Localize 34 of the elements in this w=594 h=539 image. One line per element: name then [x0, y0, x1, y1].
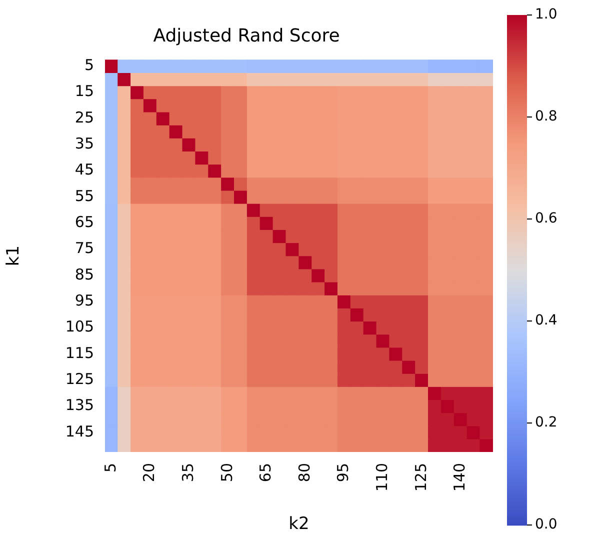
- y-tick-label: 125: [65, 370, 94, 388]
- x-tick-label: 5: [101, 463, 120, 473]
- y-tick-label: 55: [74, 186, 94, 205]
- y-tick-label: 5: [84, 56, 94, 74]
- y-tick-label: 75: [74, 239, 94, 258]
- y-tick-label: 135: [65, 396, 94, 414]
- color-bar-label: 0.8: [535, 108, 558, 125]
- y-tick-label: 85: [74, 265, 94, 284]
- color-bar-label: 1.0: [535, 6, 558, 23]
- x-tick-label: 20: [140, 463, 158, 482]
- color-bar-label: 0.4: [535, 312, 558, 329]
- x-tick-label: 125: [412, 463, 430, 492]
- y-tick-label: 145: [65, 422, 94, 440]
- x-tick-label: 95: [334, 463, 352, 482]
- x-tick-label: 65: [256, 463, 275, 482]
- color-bar-label: 0.0: [535, 516, 558, 533]
- y-tick-label: 65: [74, 212, 94, 231]
- y-tick-label: 15: [74, 82, 94, 100]
- x-tick-label: 50: [218, 463, 236, 482]
- y-tick-label: 25: [74, 108, 94, 126]
- y-tick-label: 45: [74, 160, 94, 179]
- chart-title: Adjusted Rand Score: [153, 25, 340, 46]
- y-tick-label: 105: [65, 318, 94, 336]
- y-tick-label: 115: [65, 344, 94, 362]
- x-tick-label: 80: [295, 463, 314, 482]
- color-bar-label: 0.2: [535, 414, 558, 431]
- x-axis-title: k2: [288, 514, 310, 534]
- color-bar-label: 0.6: [535, 210, 558, 227]
- x-tick-label: 110: [372, 463, 391, 492]
- y-axis-title: k1: [4, 245, 24, 266]
- y-tick-label: 35: [74, 134, 94, 153]
- x-tick-label: 35: [178, 463, 197, 482]
- x-tick-label: 140: [450, 463, 469, 492]
- y-tick-label: 95: [74, 291, 94, 310]
